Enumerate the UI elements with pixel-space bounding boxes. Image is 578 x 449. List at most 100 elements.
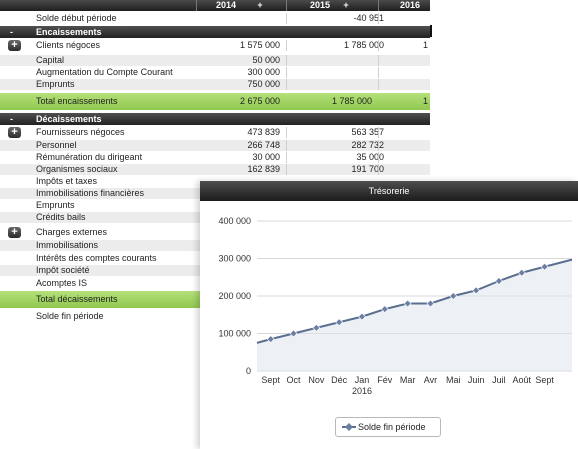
table-header: 2014 + 2015 + 2016 — [0, 0, 430, 11]
data-point — [495, 277, 503, 285]
row-label: Total décaissements — [36, 294, 118, 304]
y-tick-label: 200 000 — [218, 291, 251, 301]
table-row: Acomptes IS — [0, 278, 430, 289]
table-row: + Fournisseurs négoces 473 839 563 357 — [0, 127, 430, 138]
row-label: Rémunération du dirigeant — [36, 152, 143, 162]
row-value-2015: -40 951 — [353, 13, 384, 23]
data-point — [335, 318, 344, 327]
expand-plus-icon[interactable]: + — [8, 127, 21, 138]
section-header-decaissements[interactable]: - Décaissements — [0, 113, 430, 125]
table-row: Personnel 266 748 282 732 — [0, 140, 430, 151]
header-separator — [196, 0, 197, 11]
x-tick-label: Mar — [400, 375, 416, 385]
x-tick-label: Sept — [535, 375, 554, 385]
row-label: Immobilisations — [36, 240, 99, 250]
add-year-button[interactable]: + — [257, 0, 263, 10]
data-point — [449, 292, 458, 300]
section-title: Encaissements — [36, 27, 102, 37]
row-value-2016: 1 — [422, 96, 428, 106]
x-tick-label: Avr — [424, 375, 437, 385]
row-value-2014: 266 748 — [247, 140, 280, 150]
x-tick-label: Août — [513, 375, 532, 385]
data-point — [312, 323, 321, 332]
row-label: Crédits bails — [36, 212, 86, 222]
total-encaissements-row: Total encaissements 2 675 000 1 785 000 … — [0, 93, 430, 110]
chart-title-bar[interactable]: Trésorerie — [200, 181, 578, 201]
closing-balance-row: Solde fin période — [0, 311, 430, 322]
collapse-icon[interactable]: - — [10, 114, 13, 124]
row-label: Impôt société — [36, 265, 90, 275]
x-tick-label: Déc — [331, 375, 348, 385]
row-value-2014: 750 000 — [247, 79, 280, 89]
table-row: Rémunération du dirigeant 30 000 35 000 — [0, 152, 430, 163]
data-point — [403, 299, 412, 308]
y-tick-label: 300 000 — [218, 254, 251, 264]
row-label: Acomptes IS — [36, 278, 88, 288]
section-header-encaissements[interactable]: - Encaissements — [0, 26, 430, 38]
row-label: Impôts et taxes — [36, 176, 98, 186]
row-label: Intérêts des comptes courants — [36, 253, 157, 263]
row-value-2014: 30 000 — [252, 152, 280, 162]
data-point — [517, 268, 526, 277]
x-year-label: 2016 — [352, 386, 372, 396]
legend-marker-icon — [342, 423, 356, 431]
header-separator — [286, 0, 287, 11]
collapse-icon[interactable]: - — [10, 27, 13, 37]
section-title: Décaissements — [36, 114, 102, 124]
add-year-button[interactable]: + — [343, 0, 349, 10]
chart-legend[interactable]: Solde fin période — [335, 417, 441, 437]
row-value-2015: 1 785 000 — [331, 96, 372, 106]
chart-window[interactable]: Trésorerie 400 000 300 000 200 000 100 000 0… — [200, 181, 578, 449]
y-tick-label: 400 000 — [218, 216, 251, 226]
expand-plus-icon[interactable]: + — [8, 227, 21, 238]
total-decaissements-row: Total décaissements — [0, 291, 200, 308]
table-row: + Charges externes — [0, 227, 430, 238]
table-row: Impôts et taxes — [0, 176, 430, 187]
x-tick-label: Sept — [261, 375, 280, 385]
data-point — [289, 329, 298, 338]
row-label: Clients négoces — [36, 40, 101, 50]
x-tick-label: Juil — [492, 375, 506, 385]
row-value-2014: 1 575 000 — [239, 40, 280, 50]
row-label: Capital — [36, 55, 65, 65]
row-value-2014: 162 839 — [247, 164, 280, 174]
row-label: Emprunts — [36, 79, 75, 89]
table-row: + Clients négoces 1 575 000 1 785 000 1 — [0, 40, 430, 51]
row-value-2014: 50 000 — [252, 55, 280, 65]
y-tick-label: 0 — [246, 366, 251, 376]
treasury-line-chart: 400 000 300 000 200 000 100 000 0 Sept Oct Nov D… — [218, 216, 573, 396]
legend-label: Solde fin période — [358, 422, 426, 432]
row-label: Solde fin période — [36, 311, 104, 321]
row-label: Immobilisations financières — [36, 188, 145, 198]
header-separator — [378, 0, 379, 11]
x-tick-label: Nov — [308, 375, 325, 385]
data-point — [266, 335, 275, 344]
opening-balance-row: Solde début période -40 951 — [0, 13, 430, 24]
year-header-2016: 2016 — [399, 0, 421, 10]
x-tick-label: Mai — [446, 375, 461, 385]
table-row: Intérêts des comptes courants — [0, 253, 430, 264]
x-tick-label: Oct — [287, 375, 302, 385]
row-label: Charges externes — [36, 227, 108, 237]
row-value-2014: 2 675 000 — [239, 96, 280, 106]
expand-plus-icon[interactable]: + — [8, 40, 21, 51]
row-label: Augmentation du Compte Courant — [36, 67, 173, 77]
table-row: Emprunts — [0, 200, 430, 211]
row-label: Organismes sociaux — [36, 164, 118, 174]
row-value-2015: 282 732 — [351, 140, 384, 150]
x-tick-label: Fév — [377, 375, 393, 385]
row-value-2015: 1 785 000 — [343, 40, 384, 50]
row-value-2015: 35 000 — [356, 152, 384, 162]
x-tick-label: Juin — [468, 375, 485, 385]
row-label: Personnel — [36, 140, 77, 150]
row-label: Solde début période — [36, 13, 117, 23]
y-tick-label: 100 000 — [218, 329, 251, 339]
data-point — [426, 299, 435, 308]
data-point — [358, 312, 366, 321]
data-point — [380, 305, 389, 314]
series-area — [257, 259, 572, 371]
row-label: Fournisseurs négoces — [36, 127, 125, 137]
row-label: Emprunts — [36, 200, 75, 210]
data-point — [472, 286, 481, 295]
year-header-2014: 2014 — [215, 0, 237, 10]
